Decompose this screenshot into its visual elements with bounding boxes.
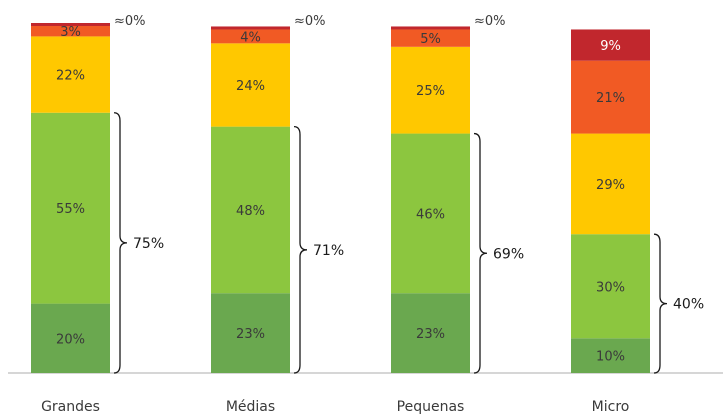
segment-label: 48% [236, 204, 265, 219]
bar-segment-médias-1 [211, 126, 290, 294]
bar-segment-médias-2 [211, 43, 290, 127]
segment-label: 5% [420, 32, 441, 47]
brace-total-label: 69% [493, 246, 524, 262]
category-label: Pequenas [397, 399, 465, 415]
bar-segment-médias-4 [211, 26, 290, 30]
bar-segment-pequenas-2 [391, 46, 470, 134]
segment-label: 10% [596, 350, 625, 365]
bar-segment-pequenas-0 [391, 293, 470, 373]
segment-label: 23% [416, 327, 445, 342]
category-label: Micro [592, 399, 630, 415]
brace-total-label: 40% [673, 297, 704, 313]
segment-label: 24% [236, 79, 265, 94]
brace-grandes [113, 112, 128, 374]
bar-segment-médias-0 [211, 293, 290, 373]
segment-label: 29% [596, 178, 625, 193]
category-label: Médias [226, 399, 275, 415]
segment-label: 3% [60, 25, 81, 40]
brace-pequenas [473, 132, 488, 374]
bar-segment-médias-3 [211, 29, 290, 44]
category-label: Grandes [41, 399, 100, 415]
bar-segment-micro-1 [571, 234, 650, 339]
bar-segment-micro-2 [571, 133, 650, 235]
bar-segment-pequenas-3 [391, 29, 470, 47]
bar-segment-micro-0 [571, 338, 650, 373]
near-zero-label: ≈0% [114, 14, 146, 29]
bar-segment-grandes-4 [31, 23, 110, 26]
bars-layer [31, 23, 650, 373]
bar-segment-micro-3 [571, 60, 650, 134]
segment-label: 4% [240, 30, 261, 45]
brace-total-label: 75% [133, 236, 164, 252]
bar-segment-grandes-3 [31, 26, 110, 37]
brace-médias [293, 125, 308, 374]
segment-label: 30% [596, 280, 625, 295]
bar-segment-grandes-2 [31, 36, 110, 113]
bar-segment-pequenas-4 [391, 26, 470, 30]
segment-label: 46% [416, 207, 445, 222]
segment-label: 21% [596, 91, 625, 106]
segment-label: 22% [56, 69, 85, 84]
brace-micro [653, 233, 668, 374]
bar-segment-grandes-0 [31, 303, 110, 373]
segment-label: 25% [416, 84, 445, 99]
bar-segment-grandes-1 [31, 112, 110, 304]
segment-label: 9% [600, 39, 621, 54]
near-zero-label: ≈0% [294, 14, 326, 29]
brace-total-label: 71% [313, 243, 344, 259]
segment-label: 55% [56, 202, 85, 217]
bar-segment-micro-4 [571, 29, 650, 61]
near-zero-label: ≈0% [474, 14, 506, 29]
segment-label: 20% [56, 332, 85, 347]
bar-segment-pequenas-1 [391, 133, 470, 294]
segment-label: 23% [236, 327, 265, 342]
labels-layer: 20% 55% 22% 3% ≈0% 75% Grandes 23% 48% 24% 4% ≈0% 71… [41, 14, 704, 415]
